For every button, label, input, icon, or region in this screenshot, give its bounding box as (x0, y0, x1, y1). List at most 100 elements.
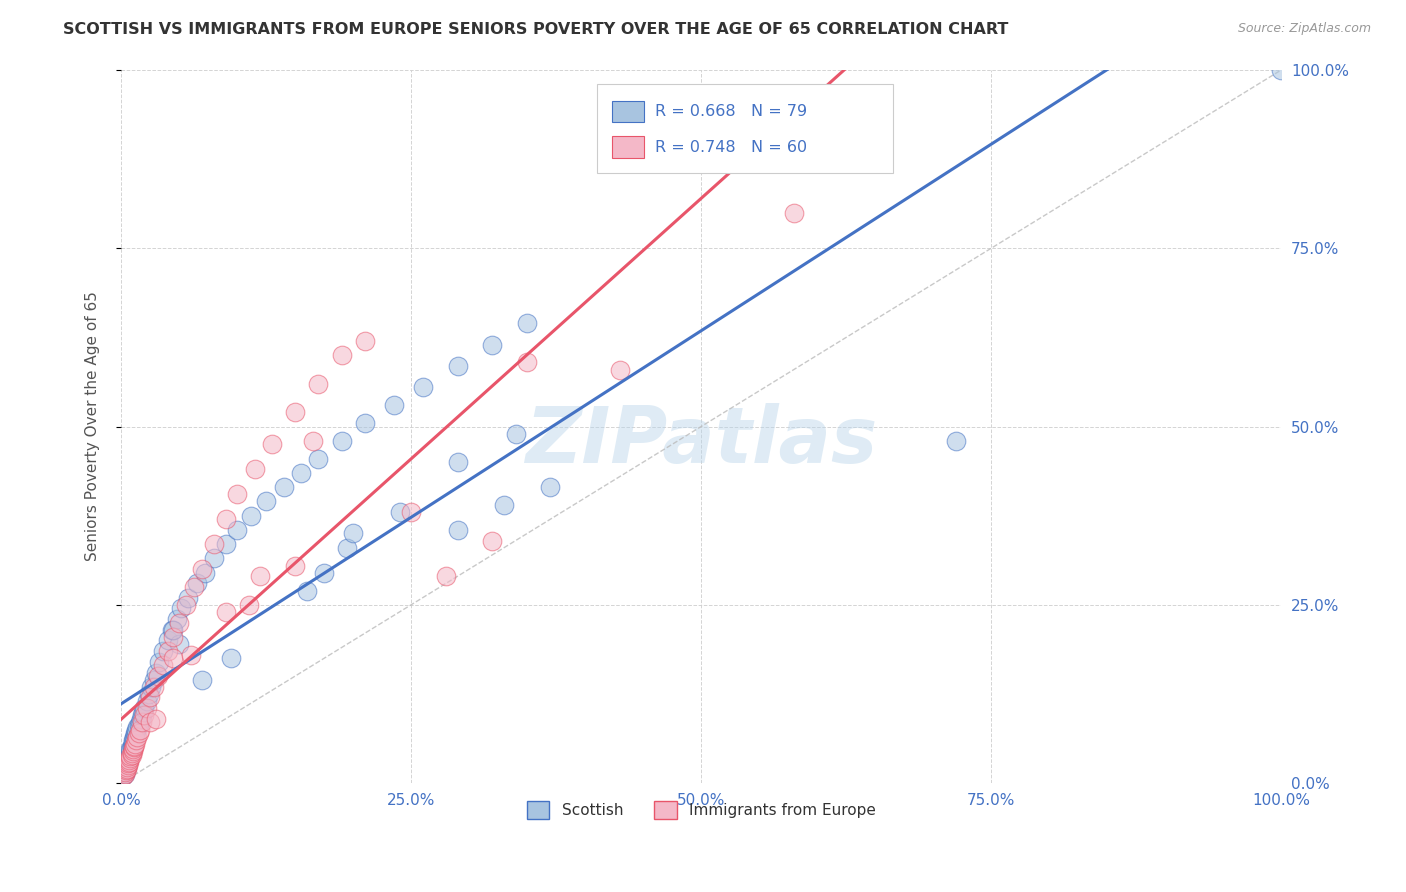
Point (114, 763, 136, 777)
Text: R = 0.668   N = 79: R = 0.668 N = 79 (655, 103, 807, 119)
Point (254, 494, 277, 508)
Point (120, 741, 142, 756)
Point (434, 569, 457, 583)
Point (609, 362, 631, 376)
Point (240, 508, 263, 523)
Bar (612, 136, 644, 158)
Point (125, 733, 148, 747)
Point (121, 734, 143, 748)
Point (446, 359, 468, 373)
Point (122, 739, 145, 753)
Point (174, 598, 197, 612)
Point (202, 551, 225, 566)
Point (117, 755, 139, 769)
Point (284, 405, 307, 419)
Point (166, 612, 188, 626)
Point (314, 566, 336, 580)
Point (186, 576, 208, 591)
Point (412, 380, 434, 394)
Point (446, 523, 468, 537)
Point (273, 480, 295, 494)
Point (284, 558, 307, 573)
Point (221, 651, 243, 665)
Point (388, 505, 411, 519)
Point (135, 701, 157, 715)
Point (127, 721, 149, 735)
Point (152, 644, 174, 658)
Point (353, 334, 375, 348)
Point (167, 637, 190, 651)
Point (170, 601, 193, 615)
Point (118, 747, 141, 762)
Text: Source: ZipAtlas.com: Source: ZipAtlas.com (1237, 22, 1371, 36)
Point (115, 756, 138, 770)
Text: ZIPatlas: ZIPatlas (524, 403, 877, 479)
Point (260, 437, 283, 451)
Point (118, 751, 141, 765)
Point (122, 740, 145, 755)
Point (214, 537, 236, 551)
Point (180, 648, 202, 662)
Point (191, 562, 214, 576)
Point (121, 740, 143, 755)
Point (128, 726, 150, 740)
Point (121, 739, 143, 753)
Point (156, 633, 179, 648)
Point (114, 767, 136, 781)
Point (301, 434, 323, 448)
Point (132, 705, 155, 719)
Point (122, 731, 145, 746)
Point (118, 753, 141, 767)
Point (121, 746, 143, 760)
Point (117, 758, 139, 772)
Point (945, 434, 967, 448)
Point (516, 316, 538, 330)
Point (141, 680, 163, 694)
Point (295, 583, 318, 598)
Point (145, 665, 167, 680)
Point (115, 760, 138, 774)
Point (117, 756, 139, 770)
Point (481, 533, 503, 548)
Point (183, 580, 205, 594)
Point (124, 737, 146, 751)
Point (114, 765, 136, 780)
Point (121, 733, 143, 747)
Point (290, 466, 312, 480)
Point (128, 714, 150, 729)
Point (139, 690, 162, 705)
Point (120, 748, 142, 763)
Point (122, 730, 145, 744)
Point (134, 708, 156, 723)
Point (162, 651, 184, 665)
Point (131, 708, 153, 723)
Point (505, 426, 527, 441)
Point (1270, 63, 1292, 78)
Point (115, 762, 138, 776)
Point (114, 767, 136, 781)
Point (118, 748, 141, 763)
Point (114, 765, 136, 780)
Point (120, 746, 142, 760)
Point (783, 205, 806, 219)
Point (125, 724, 148, 739)
Point (162, 623, 184, 637)
Point (124, 727, 146, 741)
Point (121, 744, 143, 758)
Point (114, 762, 136, 776)
Point (134, 701, 156, 715)
FancyBboxPatch shape (596, 85, 893, 173)
Y-axis label: Seniors Poverty Over the Age of 65: Seniors Poverty Over the Age of 65 (86, 292, 100, 561)
Point (142, 673, 165, 687)
Point (238, 598, 260, 612)
Point (127, 730, 149, 744)
Bar (612, 101, 644, 122)
Point (128, 717, 150, 731)
Point (481, 337, 503, 351)
Point (226, 523, 249, 537)
Point (115, 760, 138, 774)
Point (167, 615, 190, 630)
Point (121, 737, 143, 751)
Point (330, 348, 353, 362)
Point (249, 569, 271, 583)
